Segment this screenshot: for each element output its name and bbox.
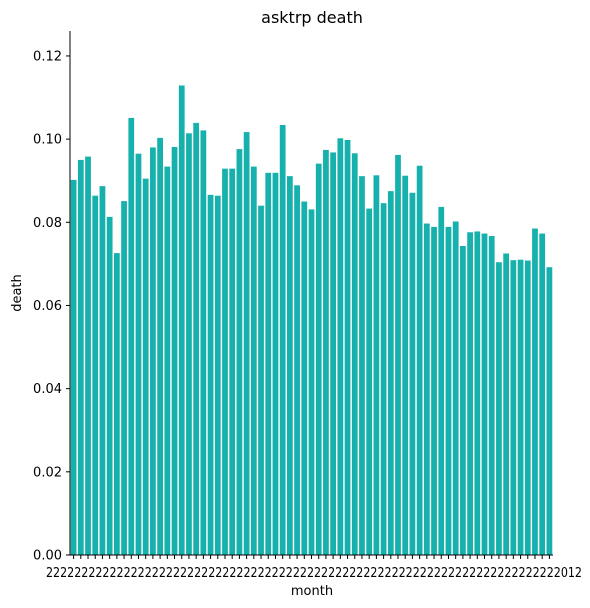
bar-8 bbox=[128, 117, 135, 556]
bar-35 bbox=[323, 149, 329, 555]
y-tick-label-0: 0.00 bbox=[33, 549, 62, 564]
y-tick-label-2: 0.04 bbox=[33, 382, 62, 397]
bar-58 bbox=[488, 236, 495, 555]
bar-36 bbox=[330, 152, 337, 555]
bar-25 bbox=[250, 166, 257, 555]
bar-57 bbox=[481, 233, 488, 555]
bar-50 bbox=[431, 226, 437, 555]
x-axis-label: month bbox=[291, 584, 333, 599]
bar-24 bbox=[243, 132, 250, 555]
y-tick-label-3: 0.06 bbox=[33, 299, 62, 314]
bar-47 bbox=[409, 192, 416, 555]
bar-30 bbox=[286, 176, 293, 555]
bar-13 bbox=[164, 166, 171, 555]
bar-42 bbox=[373, 175, 380, 555]
bar-49 bbox=[423, 223, 430, 556]
bar-18 bbox=[200, 130, 207, 555]
bar-37 bbox=[337, 138, 344, 556]
bar-65 bbox=[539, 233, 546, 555]
y-axis-label: death bbox=[10, 274, 25, 312]
y-tick-label-5: 0.10 bbox=[33, 133, 62, 148]
bar-33 bbox=[308, 209, 315, 555]
bar-64 bbox=[532, 228, 538, 556]
bar-28 bbox=[272, 172, 279, 555]
bar-12 bbox=[157, 137, 163, 555]
bar-27 bbox=[265, 172, 272, 555]
bar-7 bbox=[121, 201, 127, 555]
bar-19 bbox=[207, 194, 214, 555]
bar-38 bbox=[344, 139, 351, 555]
bar-34 bbox=[315, 163, 322, 555]
bar-23 bbox=[236, 149, 243, 556]
y-axis: 0.00 0.02 0.04 0.06 0.08 0.10 0.12 bbox=[33, 31, 71, 564]
bar-10 bbox=[142, 178, 149, 555]
y-tick-label-4: 0.08 bbox=[33, 216, 62, 231]
bar-45 bbox=[395, 154, 401, 555]
bar-2 bbox=[85, 156, 91, 555]
bar-48 bbox=[416, 165, 423, 556]
y-tick-label-1: 0.02 bbox=[33, 465, 62, 480]
bar-15 bbox=[178, 85, 185, 555]
bar-59 bbox=[496, 262, 502, 555]
bar-16 bbox=[186, 133, 192, 556]
bar-20 bbox=[214, 195, 221, 555]
bar-63 bbox=[524, 260, 531, 555]
bar-43 bbox=[380, 203, 387, 556]
bar-1 bbox=[77, 159, 84, 556]
bar-5 bbox=[106, 216, 113, 555]
bar-53 bbox=[452, 221, 459, 555]
bar-22 bbox=[229, 168, 236, 555]
bar-29 bbox=[279, 124, 286, 556]
bar-60 bbox=[503, 253, 510, 556]
bar-51 bbox=[438, 206, 445, 555]
bar-26 bbox=[258, 205, 264, 556]
bar-14 bbox=[171, 147, 178, 555]
bar-52 bbox=[445, 226, 452, 555]
bar-56 bbox=[474, 231, 481, 555]
bar-54 bbox=[460, 246, 466, 555]
bar-62 bbox=[517, 259, 524, 555]
bar-4 bbox=[99, 186, 106, 555]
bar-0 bbox=[70, 179, 77, 555]
chart-title: asktrp death bbox=[261, 8, 363, 27]
bar-66 bbox=[546, 267, 553, 555]
bar-11 bbox=[150, 147, 156, 555]
bar-41 bbox=[366, 208, 373, 555]
bar-6 bbox=[113, 253, 120, 555]
bar-3 bbox=[92, 195, 99, 555]
bar-17 bbox=[193, 122, 200, 555]
bar-40 bbox=[359, 176, 365, 555]
bar-31 bbox=[294, 185, 300, 556]
bar-46 bbox=[402, 175, 409, 555]
x-tick-labels: 2222222222222222222222222222222222222222… bbox=[46, 566, 582, 581]
bars-group bbox=[70, 85, 553, 556]
x-axis: 2222222222222222222222222222222222222222… bbox=[46, 554, 582, 581]
bar-61 bbox=[510, 260, 517, 555]
y-tick-label-6: 0.12 bbox=[33, 49, 62, 64]
bar-39 bbox=[351, 153, 358, 555]
bar-21 bbox=[222, 168, 228, 555]
bar-55 bbox=[467, 232, 473, 555]
bar-44 bbox=[387, 191, 394, 556]
bar-32 bbox=[301, 201, 308, 555]
bar-9 bbox=[135, 153, 142, 555]
